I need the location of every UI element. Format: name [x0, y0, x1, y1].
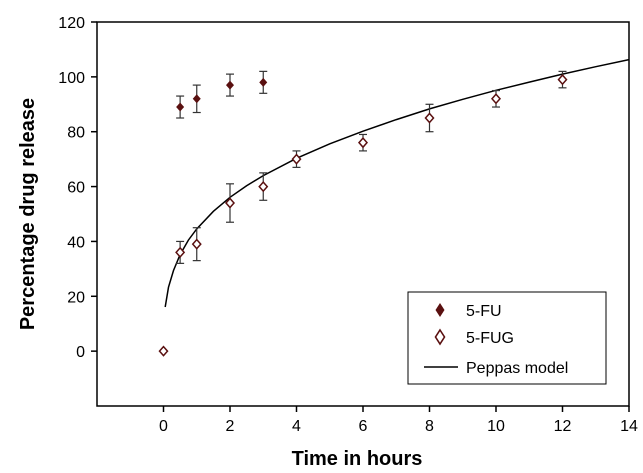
legend-label-peppas-model: Peppas model — [466, 360, 568, 377]
axes: 0 2 4 6 8 10 12 14 0 20 40 60 80 100 120 — [58, 15, 638, 435]
x-tick-label: 6 — [359, 418, 368, 435]
x-tick-label: 12 — [554, 418, 572, 435]
point-5-fu — [176, 102, 185, 112]
x-tick-label: 10 — [487, 418, 505, 435]
point-5-fug — [224, 197, 236, 209]
legend-marker-5-fug — [434, 328, 446, 346]
legend-label-5-fu: 5-FU — [466, 303, 502, 320]
y-tick-label: 60 — [67, 180, 85, 197]
point-5-fug — [175, 246, 186, 259]
point-5-fug — [258, 180, 269, 193]
x-tick-label: 8 — [425, 418, 434, 435]
legend-label-5-fug: 5-FUG — [466, 330, 514, 347]
peppas-model-line — [164, 58, 630, 308]
x-tick-label: 2 — [226, 418, 235, 435]
point-5-fug — [357, 137, 369, 149]
point-5-fu — [259, 77, 268, 87]
data-points — [158, 70, 568, 357]
y-tick-label: 100 — [58, 70, 85, 87]
point-5-fug — [191, 238, 202, 250]
legend-marker-5-fu — [435, 303, 445, 317]
y-tick-label: 20 — [67, 289, 85, 306]
point-5-fug — [490, 93, 502, 105]
x-tick-label: 0 — [159, 418, 168, 435]
y-tick-label: 120 — [58, 15, 85, 32]
x-tick-label: 14 — [620, 418, 638, 435]
point-5-fu — [192, 94, 201, 104]
legend: 5-FU 5-FUG Peppas model — [407, 291, 607, 385]
y-tick-label: 0 — [76, 344, 85, 361]
point-5-fu — [226, 80, 234, 90]
point-5-fug — [291, 153, 302, 165]
point-5-fug — [424, 112, 435, 124]
peppas-model-curve — [164, 58, 630, 308]
point-5-fug — [158, 345, 169, 357]
x-tick-label: 4 — [292, 418, 301, 435]
point-5-fug — [557, 73, 568, 86]
y-axis-title: Percentage drug release — [17, 98, 39, 330]
y-tick-label: 40 — [67, 234, 85, 251]
x-axis-title: Time in hours — [292, 448, 423, 470]
y-tick-label: 80 — [67, 125, 85, 142]
